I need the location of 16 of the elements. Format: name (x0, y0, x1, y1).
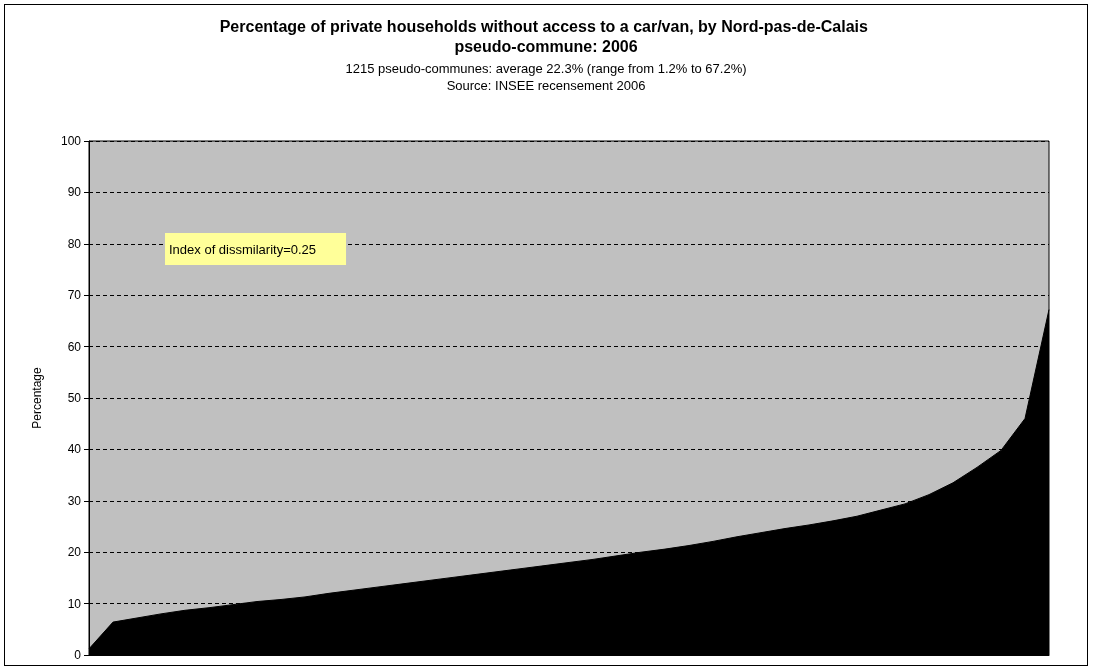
source-note: Source: INSEE recensement 2006 (446, 78, 646, 93)
y-tick-label: 10 (67, 596, 82, 611)
y-tick-label: 100 (60, 134, 82, 148)
y-tick-label: 80 (67, 236, 82, 251)
y-tick-label: 40 (67, 442, 82, 457)
y-axis-title: Percentage (30, 366, 44, 429)
y-tick-label: 30 (67, 493, 82, 508)
y-tick-label: 50 (67, 391, 82, 405)
y-tick-label: 70 (67, 288, 82, 303)
y-tick-label: 20 (67, 545, 82, 560)
chart-title: Percentage of private households without access to a car/van, by Nord-pas-de-Calais pseudo-commune: 2006 (219, 17, 873, 55)
y-tick-label: 0 (74, 648, 82, 662)
y-tick-label: 90 (67, 185, 82, 200)
y-tick-label: 60 (67, 339, 82, 354)
chart-subtitle: 1215 pseudo-communes: average 22.3% (range from 1.2% to 67.2%) (345, 61, 747, 76)
annotation: Index of dissmilarity=0.25 (169, 242, 317, 257)
